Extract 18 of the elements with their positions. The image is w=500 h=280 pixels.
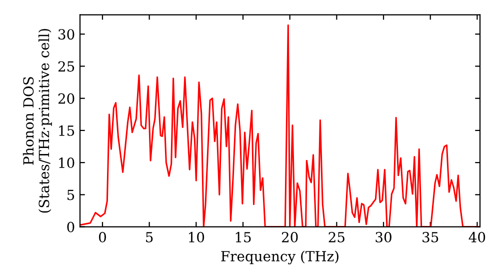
- y-tick-label: 0: [67, 222, 74, 232]
- x-tick-label: 15: [236, 232, 251, 242]
- y-tick-label: 5: [67, 190, 74, 200]
- y-tick-label: 15: [59, 125, 74, 136]
- x-tick-label: 20: [282, 232, 298, 242]
- x-axis-title: Frequency (THz): [221, 250, 338, 264]
- x-tick-label: 25: [328, 232, 344, 242]
- x-tick-label: 10: [189, 232, 204, 242]
- y-axis-title: Phonon DOS (States/THz·primitive cell): [22, 28, 52, 213]
- x-tick-label: 35: [422, 232, 438, 242]
- x-tick-label: 5: [146, 232, 153, 242]
- x-tick-label: 30: [376, 232, 392, 242]
- x-tick-label: 0: [98, 232, 106, 242]
- x-tick-label: 40: [468, 232, 486, 242]
- y-tick-label: 30: [58, 29, 74, 40]
- y-tick-label: 25: [58, 61, 74, 72]
- y-tick-label: 20: [58, 93, 74, 104]
- y-tick-label: 10: [59, 158, 74, 168]
